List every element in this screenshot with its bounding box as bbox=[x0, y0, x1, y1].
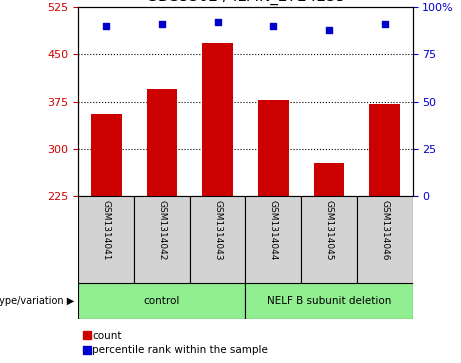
Bar bbox=[134, 196, 190, 283]
Bar bbox=[357, 196, 413, 283]
Title: GDS5302 / ILMN_2724235: GDS5302 / ILMN_2724235 bbox=[146, 0, 345, 4]
Point bbox=[158, 21, 165, 27]
Text: control: control bbox=[144, 296, 180, 306]
Bar bbox=[91, 114, 122, 196]
Text: GSM1314045: GSM1314045 bbox=[325, 200, 334, 261]
Bar bbox=[147, 89, 177, 196]
Point bbox=[270, 23, 277, 29]
Text: GSM1314046: GSM1314046 bbox=[380, 200, 389, 261]
Text: count: count bbox=[92, 331, 122, 341]
Bar bbox=[245, 196, 301, 283]
Point bbox=[102, 23, 110, 29]
Text: GSM1314044: GSM1314044 bbox=[269, 200, 278, 261]
Text: GSM1314041: GSM1314041 bbox=[102, 200, 111, 261]
Point bbox=[214, 20, 221, 25]
Bar bbox=[369, 103, 400, 196]
Text: genotype/variation ▶: genotype/variation ▶ bbox=[0, 296, 74, 306]
Bar bbox=[301, 196, 357, 283]
Bar bbox=[190, 196, 245, 283]
Text: GSM1314042: GSM1314042 bbox=[157, 200, 166, 261]
Point bbox=[325, 27, 333, 33]
Bar bbox=[78, 196, 134, 283]
Text: GSM1314043: GSM1314043 bbox=[213, 200, 222, 261]
Point bbox=[381, 21, 389, 27]
Bar bbox=[314, 163, 344, 196]
Bar bbox=[202, 43, 233, 196]
Text: percentile rank within the sample: percentile rank within the sample bbox=[92, 345, 268, 355]
Bar bbox=[78, 283, 246, 319]
Bar bbox=[258, 100, 289, 196]
Bar bbox=[245, 283, 413, 319]
Text: NELF B subunit deletion: NELF B subunit deletion bbox=[267, 296, 391, 306]
